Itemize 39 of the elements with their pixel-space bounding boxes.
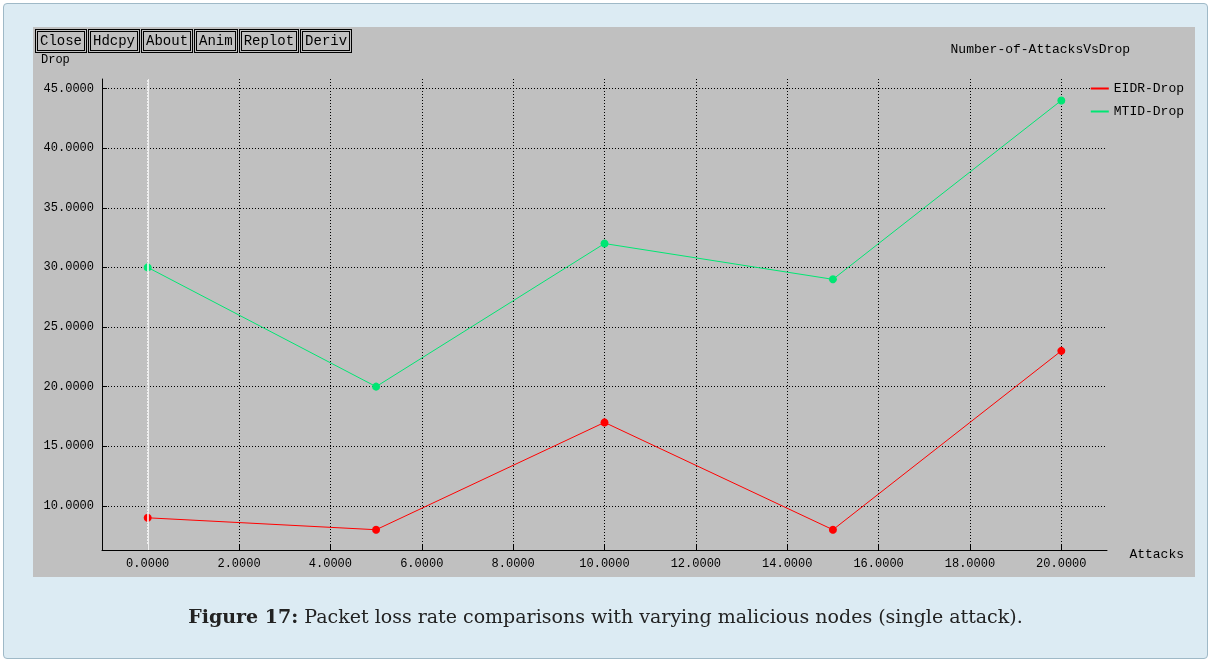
text: Anim [196,31,236,51]
x-tick-label: 20.0000 [1036,557,1087,571]
legend-label: MTID-Drop [1113,104,1185,119]
y-tick-label: 45.0000 [43,81,94,96]
point [1057,96,1066,105]
x-tick-label: 4.0000 [308,557,353,571]
point [372,525,381,534]
chart-title: Number-of-AttacksVsDrop [950,42,1131,57]
x-tick-label: 8.0000 [491,557,535,571]
x-tick-label: 12.0000 [670,557,722,571]
y-tick-label: 15.0000 [43,439,94,454]
text: About [143,31,192,51]
y-tick-label: 10.0000 [43,498,94,513]
y-tick-label: 35.0000 [43,200,94,215]
x-tick-label: 16.0000 [853,557,904,571]
text: Close [37,31,86,51]
point [600,239,609,248]
caption: Figure 17: Packet loss rate comparisons with varying malicious nodes (single attack). [187,605,1024,627]
x-tick-label: 10.0000 [579,557,630,571]
text: Hdcpy [90,31,139,51]
point [372,382,381,391]
point [828,525,837,534]
y-axis-title: Drop [41,53,70,67]
y-tick-label: 20.0000 [43,379,94,394]
text: Deriv [302,31,351,51]
x-tick-label: 0.0000 [126,557,170,571]
y-tick-label: 25.0000 [43,320,94,335]
x-tick-label: 2.0000 [217,557,261,571]
legend-label: EIDR-Drop [1113,81,1185,96]
x-axis-title: Attacks [1129,547,1184,562]
y-tick-label: 30.0000 [43,260,94,275]
x-tick-label: 14.0000 [762,557,813,571]
x-tick-label: 18.0000 [944,557,996,571]
point [600,418,609,427]
y-tick-label: 40.0000 [43,141,94,156]
point [1057,346,1066,355]
x-tick-label: 6.0000 [400,557,444,571]
text: Replot [240,31,298,51]
point [828,275,837,284]
